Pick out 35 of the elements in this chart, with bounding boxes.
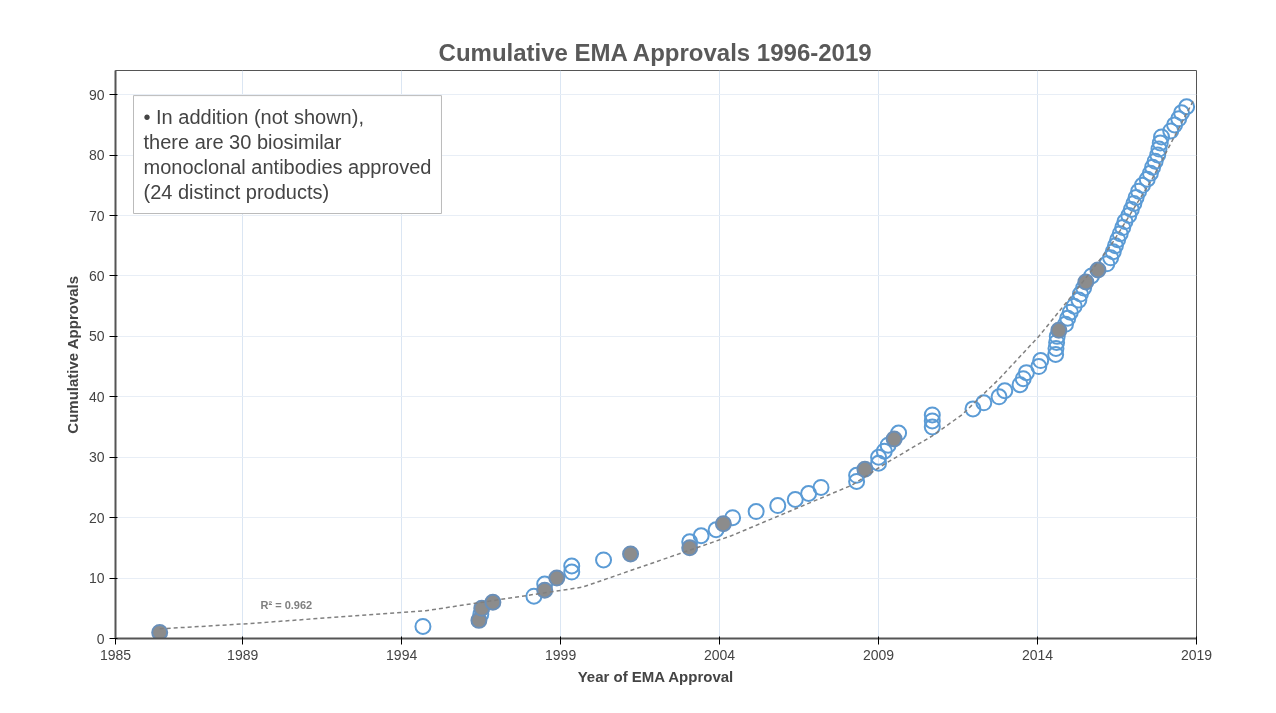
y-tick-label: 60 (88, 267, 105, 284)
point (1050, 321, 1068, 339)
chart-title: Cumulative EMA Approvals 1996-2019 (438, 38, 872, 66)
point (536, 581, 554, 599)
point (681, 539, 699, 557)
annotation: • In addition (not shown), there are 30 biosimilar monoclonal antibodies approved (24 distinct products) (143, 105, 432, 204)
y-tick-label: 50 (88, 328, 105, 345)
point (622, 545, 640, 563)
x-tick-label: 1985 (99, 646, 132, 663)
point (151, 623, 169, 639)
x-tick-label: 1999 (545, 646, 577, 663)
y-tick-label: 20 (88, 509, 105, 526)
point (1089, 261, 1107, 279)
y-tick-label: 40 (88, 388, 105, 405)
y-tick-label: 30 (88, 449, 105, 466)
x-tick-label: 1994 (386, 646, 418, 663)
annotation: R² = 0.962 (260, 598, 313, 611)
y-tick-label: 90 (88, 86, 105, 103)
point (548, 569, 566, 587)
x-tick-label: 2014 (1021, 646, 1054, 663)
point (484, 593, 502, 611)
point (714, 515, 732, 533)
x-tick-label: 2009 (862, 646, 895, 663)
y-tick-label: 80 (88, 147, 105, 164)
point (1077, 273, 1095, 291)
x-tick-label: 1989 (227, 646, 259, 663)
y-axis-title: Cumulative Approvals (63, 275, 81, 434)
x-tick-label: 2004 (704, 646, 736, 663)
y-tick-label: 70 (88, 207, 105, 224)
y-tick-label: 0 (96, 630, 105, 647)
x-tick-label: 2019 (1180, 646, 1213, 663)
x-axis-title: Year of EMA Approval (577, 667, 734, 685)
point (885, 430, 903, 448)
point (856, 460, 874, 478)
y-tick-label: 10 (88, 570, 105, 587)
